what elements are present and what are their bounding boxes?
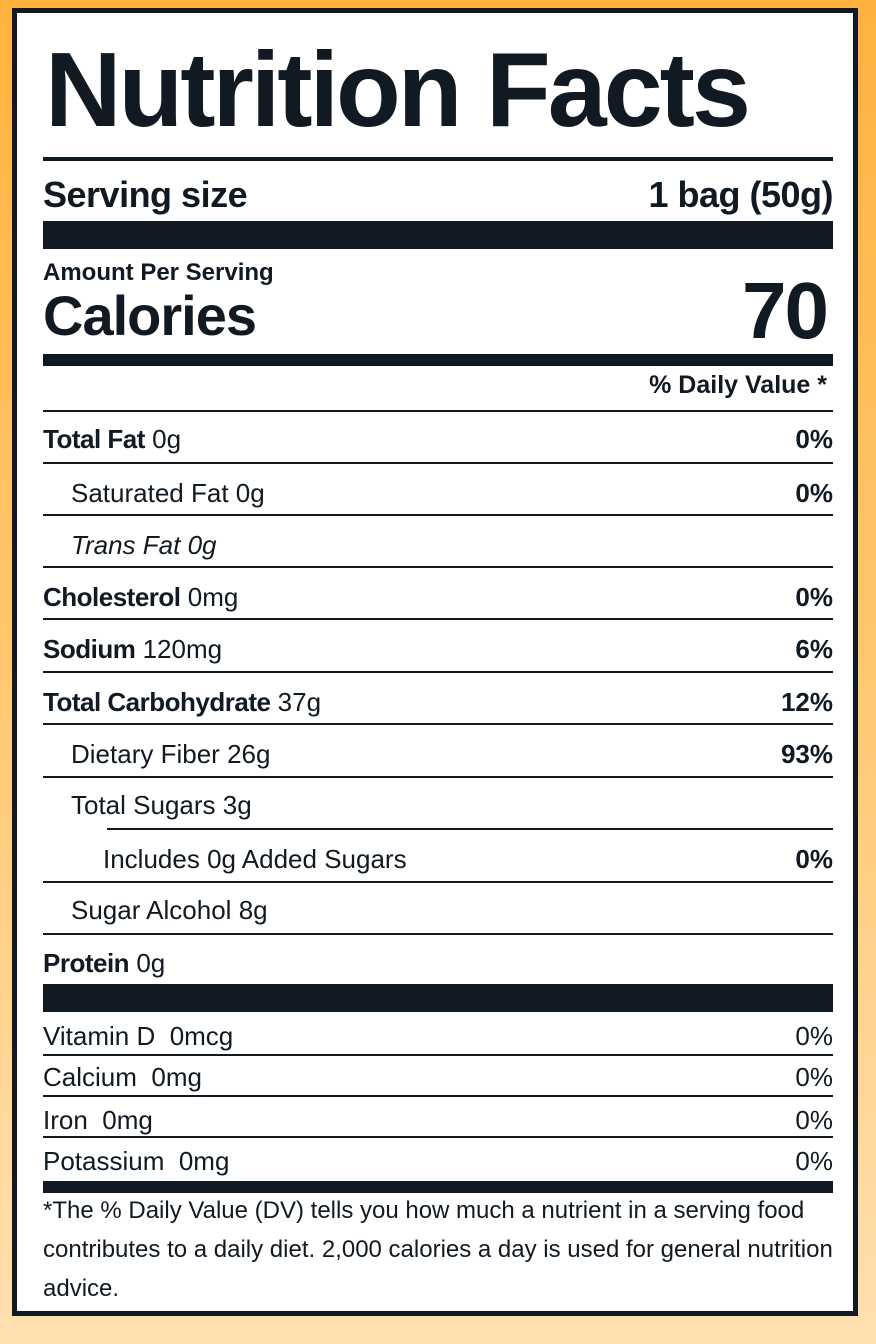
nutrient-name: Cholesterol [43,581,181,612]
vitamin-amount: 0mg [151,1061,202,1092]
divider-medium [43,1181,833,1193]
nutrient-row-total-carbohydrate: Total Carbohydrate 37g 12% [43,682,833,722]
divider-thick [43,984,833,1012]
vitamin-daily-value: 0% [795,1020,833,1051]
nutrient-amount: 37g [277,686,322,717]
nutrient-row-sodium: Sodium 120mg 6% [43,629,833,669]
nutrient-amount: 26g [227,738,271,769]
vitamin-row-calcium: Calcium 0mg 0% [43,1057,833,1097]
vitamin-row-iron: Iron 0mg 0% [43,1100,833,1140]
vitamin-row-potassium: Potassium 0mg 0% [43,1141,833,1181]
divider-medium [43,354,833,366]
nutrient-amount: 8g [238,894,268,925]
nutrient-daily-value: 6% [795,633,833,664]
nutrient-amount: 0g [187,529,217,560]
calories-value: 70 [742,266,829,355]
nutrient-amount: 0mg [187,581,239,612]
nutrient-name: Trans Fat [71,529,181,560]
nutrient-amount: 0g [207,843,236,874]
vitamin-name: Iron [43,1104,88,1135]
amount-per-serving: Amount Per Serving [43,259,274,286]
vitamin-row-vitamin-d: Vitamin D 0mcg 0% [43,1016,833,1056]
nutrient-amount: 0g [235,477,265,508]
divider-thick [43,221,833,249]
nutrient-amount: 120mg [142,633,223,664]
nutrient-daily-value: 0% [795,581,833,612]
nutrient-row-total-fat: Total Fat 0g 0% [43,419,833,459]
nutrient-daily-value: 0% [795,477,833,508]
vitamin-amount: 0mg [178,1145,230,1176]
nutrient-daily-value: 0% [795,423,833,454]
nutrient-row-dietary-fiber: Dietary Fiber 26g 93% [43,734,833,774]
nutrient-row-sugar-alcohol: Sugar Alcohol 8g [43,890,833,930]
calories-label: Calories [43,284,257,347]
nutrient-row-protein: Protein 0g [43,943,833,983]
nutrient-row-added-sugars: Includes 0g Added Sugars 0% [43,839,833,879]
vitamin-daily-value: 0% [795,1061,833,1092]
vitamin-name: Vitamin D [43,1020,156,1051]
nutrient-name: Total Sugars [71,789,216,820]
vitamin-name: Calcium [43,1061,137,1092]
nutrient-name: Total Fat [43,423,145,454]
nutrient-row-trans-fat: Trans Fat 0g [43,525,833,565]
nutrient-name: Protein [43,947,130,978]
serving-size-value: 1 bag (50g) [648,174,833,215]
serving-size-row: Serving size 1 bag (50g) [43,173,833,217]
nutrient-daily-value: 0% [795,843,833,874]
vitamin-daily-value: 0% [795,1104,833,1135]
nutrient-row-total-sugars: Total Sugars 3g [43,785,833,825]
nutrient-row-saturated-fat: Saturated Fat 0g 0% [43,473,833,513]
nutrient-amount: 0g [152,423,182,454]
vitamin-daily-value: 0% [795,1145,833,1176]
nutrition-facts-panel: Nutrition Facts Serving size 1 bag (50g)… [12,8,858,1316]
serving-size-label: Serving size [43,174,248,215]
nutrient-amount: 3g [222,789,252,820]
nutrient-name: Sugar Alcohol [71,894,232,925]
nutrient-daily-value: 12% [780,686,833,717]
label-title: Nutrition Facts [45,31,751,149]
nutrient-row-cholesterol: Cholesterol 0mg 0% [43,577,833,617]
vitamin-amount: 0mg [102,1104,153,1135]
nutrient-name: Total Carbohydrate [43,686,271,717]
nutrient-name: Added Sugars [241,843,407,874]
daily-value-header: % Daily Value * [649,371,827,399]
added-sugars-prefix: Includes [103,843,200,874]
daily-value-footnote: *The % Daily Value (DV) tells you how mu… [43,1197,833,1302]
nutrient-name: Sodium [43,633,136,664]
nutrient-name: Dietary Fiber [71,738,220,769]
nutrient-name: Saturated Fat [71,477,229,508]
divider-thin [43,157,833,161]
nutrient-amount: 0g [136,947,166,978]
vitamin-name: Potassium [43,1145,165,1176]
vitamin-amount: 0mcg [169,1020,234,1051]
nutrient-daily-value: 93% [780,738,833,769]
